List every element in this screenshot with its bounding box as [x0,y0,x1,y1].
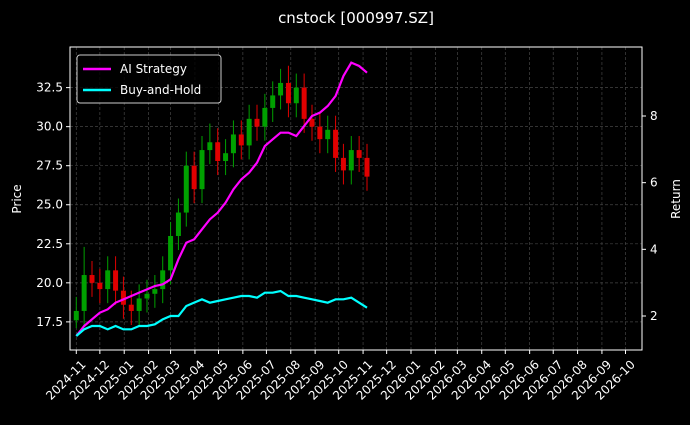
y2-tick-label: 8 [650,109,658,123]
candle-body [293,87,299,104]
candle-body [144,293,150,299]
candle-body [175,212,181,236]
legend-label: Buy-and-Hold [120,83,201,97]
candle-body [309,118,315,127]
candle-body [81,275,87,311]
y-axis-label: Price [10,184,24,213]
candle-body [364,157,370,177]
candle-body [333,129,339,158]
candle-body [270,95,276,108]
candle-body [278,82,284,96]
y-tick-label: 30.0 [36,120,63,134]
candle-body [317,126,323,140]
candle-body [128,304,134,311]
candle-body [246,118,252,146]
y-tick-label: 22.5 [36,237,63,251]
candle-body [285,82,291,104]
legend-box [76,54,222,104]
candle-body [348,150,354,171]
chart-title: cnstock [000997.SZ] [278,9,434,27]
candle-body [120,290,126,305]
plot-frame [69,46,643,351]
y-tick-label: 32.5 [36,81,63,95]
y2-axis-label: Return [669,179,683,219]
candle-body [168,235,174,271]
candle-body [230,134,236,154]
y-tick-label: 17.5 [36,315,63,329]
legend-label: AI Strategy [120,62,187,76]
y-tick-label: 25.0 [36,198,63,212]
y2-tick-label: 2 [650,309,658,323]
candle-body [183,165,189,213]
y2-tick-label: 6 [650,176,658,190]
candle-body [356,150,362,158]
candle-body [325,129,331,140]
candle-body [262,107,268,127]
candle-body [215,142,221,162]
candle-body [97,282,103,290]
candle-body [105,270,111,290]
candle-body [340,157,346,171]
y-tick-label: 20.0 [36,276,63,290]
y-tick-label: 27.5 [36,159,63,173]
candle-body [113,270,119,291]
candle-body [73,310,79,321]
series-line [75,61,368,337]
candle-body [160,270,166,290]
candle-body [136,298,142,311]
y2-tick-label: 4 [650,242,658,256]
candle-body [301,87,307,119]
candle-body [238,134,244,146]
candle-body [89,275,95,283]
candle-body [199,150,205,190]
candle-body [207,142,213,151]
candle-body [254,118,260,127]
candle-body [223,153,229,162]
candle-body [191,165,197,190]
candle-body [152,289,158,294]
series-line [75,289,368,337]
